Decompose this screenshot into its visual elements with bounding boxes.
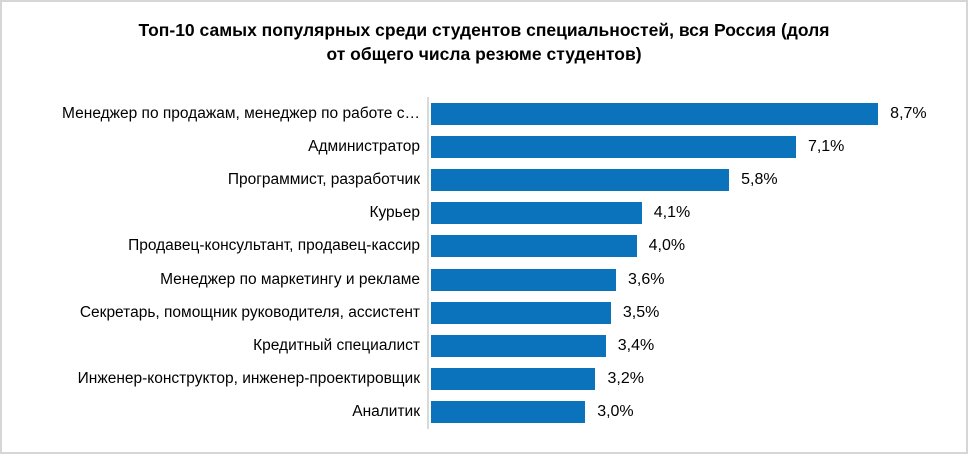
chart-title-line-1: Топ-10 самых популярных среди студентов … [138,20,830,40]
chart-title: Топ-10 самых популярных среди студентов … [2,18,966,66]
value-label: 3,6% [628,270,665,288]
value-label: 7,1% [807,137,845,155]
value-label: 3,4% [617,336,655,354]
bar-row: Кредитный специалист 3,4% [2,329,966,362]
bar-row: Менеджер по продажам, менеджер по работе… [2,97,966,130]
bar-row: Аналитик 3,0% [2,396,966,429]
bar [431,135,796,158]
category-label: Менеджер по маркетингу и рекламе [160,270,420,288]
category-label: Программист, разработчик [227,170,420,188]
bar-row: Администратор 7,1% [2,130,966,163]
bar-row: Менеджер по маркетингу и рекламе 3,6% [2,263,966,296]
bar-track: 3,6% [427,263,966,296]
category-label: Секретарь, помощник руководителя, ассист… [79,303,420,321]
bar [431,102,879,125]
category-label: Менеджер по продажам, менеджер по работе… [62,104,420,122]
value-label: 3,5% [622,303,660,321]
bar [431,368,596,391]
value-label: 5,8% [741,170,778,188]
value-label: 8,7% [890,104,927,122]
category-label: Инженер-конструктор, инженер-проектировщ… [77,370,420,388]
value-label: 4,1% [653,204,691,222]
bar [431,235,637,258]
bar [431,301,611,324]
bar [431,268,617,291]
category-label: Аналитик [352,403,420,421]
bar-track: 3,4% [427,329,966,362]
plot-area: Менеджер по продажам, менеджер по работе… [2,97,966,429]
bar-track: 4,1% [427,197,966,230]
category-label: Продавец-консультант, продавец-кассир [128,237,420,255]
bar-track: 3,2% [427,363,966,396]
bar-track: 5,8% [427,163,966,196]
bar [431,202,642,225]
chart-title-line-2: от общего числа резюме студентов) [326,44,642,64]
bar-row: Секретарь, помощник руководителя, ассист… [2,296,966,329]
bar-row: Инженер-конструктор, инженер-проектировщ… [2,363,966,396]
category-label: Администратор [308,137,420,155]
bar-track: 3,5% [427,296,966,329]
bar-track: 4,0% [427,230,966,263]
bar [431,401,586,424]
category-axis-line [427,97,429,429]
value-label: 3,0% [597,403,634,421]
bar-row: Программист, разработчик 5,8% [2,163,966,196]
category-label: Курьер [369,204,420,222]
bar [431,334,606,357]
category-label: Кредитный специалист [253,336,420,354]
bar-track: 3,0% [427,396,966,429]
bar-track: 8,7% [427,97,966,130]
value-label: 3,2% [607,370,644,388]
bar-track: 7,1% [427,130,966,163]
bar [431,168,730,191]
bar-row: Продавец-консультант, продавец-кассир 4,… [2,230,966,263]
bar-row: Курьер 4,1% [2,197,966,230]
value-label: 4,0% [648,237,686,255]
